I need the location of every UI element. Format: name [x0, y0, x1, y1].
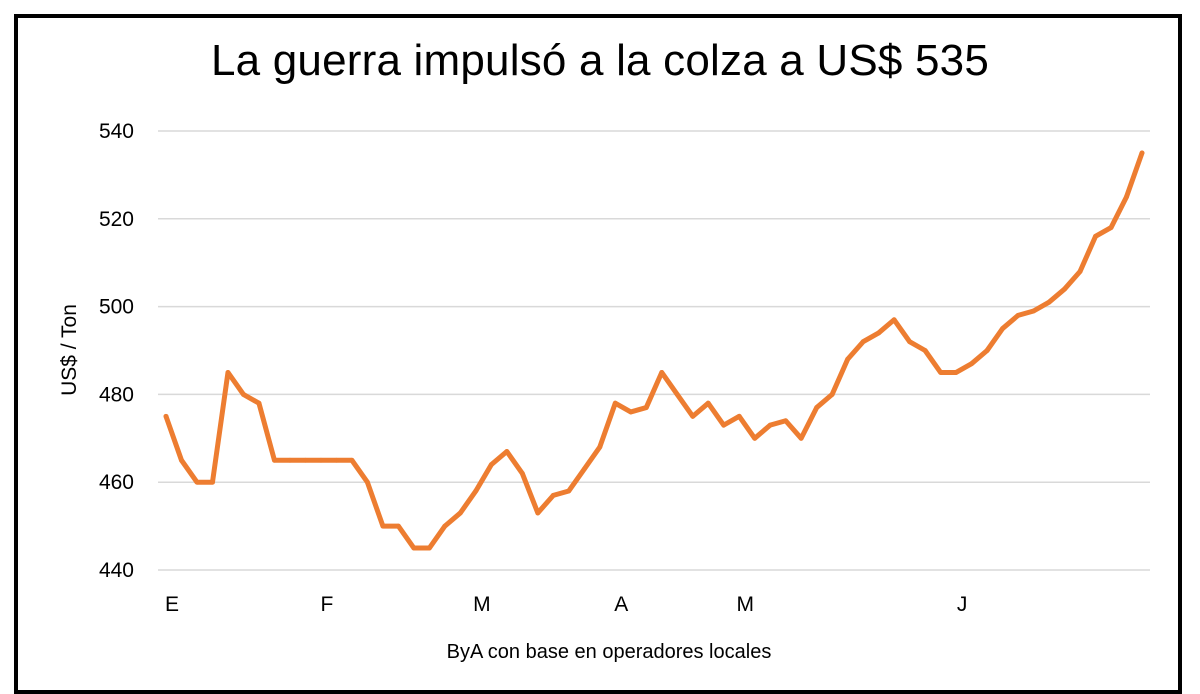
- data-point: [783, 418, 789, 424]
- data-point: [519, 471, 525, 476]
- chart-frame: [14, 14, 1182, 694]
- data-point: [1062, 286, 1067, 292]
- data-point: [473, 488, 479, 494]
- x-tick-label: J: [957, 593, 968, 616]
- data-point: [845, 356, 851, 362]
- data-point: [272, 457, 277, 463]
- data-point: [395, 523, 401, 529]
- data-point: [767, 422, 773, 428]
- chart-title: La guerra impulsó a la colza a US$ 535: [210, 36, 990, 85]
- data-point: [922, 348, 928, 353]
- data-point: [829, 392, 835, 397]
- data-point: [1000, 326, 1005, 331]
- x-tick-label: E: [165, 593, 179, 616]
- data-point: [860, 339, 866, 345]
- gridlines: [158, 130, 1150, 571]
- line-chart: 440 460 480 500 520 540 E F M A M J: [99, 120, 1150, 616]
- data-point: [426, 545, 432, 551]
- data-point: [736, 413, 742, 419]
- x-tick-label: F: [321, 593, 334, 616]
- x-tick-label: M: [736, 593, 754, 616]
- data-point: [1031, 308, 1036, 314]
- data-point: [194, 479, 200, 485]
- data-point: [287, 457, 293, 463]
- y-tick-label: 440: [99, 559, 134, 582]
- data-point: [581, 466, 587, 472]
- y-tick-label: 540: [99, 120, 134, 143]
- y-tick-labels: 440 460 480 500 520 540: [99, 120, 134, 582]
- y-tick-label: 520: [99, 208, 134, 231]
- data-point: [953, 370, 959, 375]
- data-point: [566, 488, 572, 494]
- y-tick-label: 500: [99, 296, 134, 319]
- data-point: [705, 400, 711, 406]
- data-point: [969, 361, 974, 367]
- data-point: [1046, 299, 1052, 305]
- data-point: [225, 370, 231, 375]
- data-point: [876, 330, 882, 336]
- data-point: [721, 422, 727, 428]
- data-point: [1139, 150, 1145, 156]
- data-point: [1108, 225, 1114, 230]
- x-tick-label: A: [614, 593, 628, 616]
- data-point: [1077, 269, 1083, 274]
- data-point: [798, 435, 804, 441]
- data-point: [334, 457, 339, 463]
- data-point: [241, 392, 246, 397]
- series-layer: [163, 150, 1145, 551]
- data-point: [628, 409, 634, 415]
- data-point: [535, 510, 541, 516]
- data-point: [752, 435, 758, 441]
- data-point: [210, 479, 215, 485]
- data-point: [550, 492, 556, 498]
- data-point: [1093, 233, 1098, 239]
- data-point: [938, 370, 944, 375]
- data-point: [1124, 194, 1129, 200]
- data-point: [504, 449, 510, 454]
- data-point: [659, 370, 665, 375]
- data-point: [814, 405, 820, 410]
- data-point: [597, 444, 603, 450]
- y-tick-label: 460: [99, 471, 134, 494]
- data-point: [411, 545, 417, 551]
- data-point: [256, 400, 262, 406]
- data-point: [318, 457, 324, 463]
- data-point: [364, 479, 370, 485]
- data-point: [1015, 312, 1021, 318]
- data-point: [674, 392, 680, 397]
- y-tick-label: 480: [99, 383, 134, 406]
- data-point: [163, 413, 169, 419]
- data-point: [457, 510, 463, 516]
- data-point: [488, 462, 494, 468]
- data-point: [907, 339, 913, 345]
- series-line: [163, 150, 1145, 551]
- data-point: [643, 405, 649, 410]
- data-point: [380, 523, 386, 529]
- data-point: [179, 457, 184, 463]
- data-point: [442, 523, 448, 529]
- data-point: [349, 457, 355, 463]
- data-point: [612, 400, 618, 406]
- data-point: [984, 348, 990, 353]
- data-point: [303, 457, 308, 463]
- source-note: ByA con base en operadores locales: [446, 641, 772, 663]
- x-tick-label: M: [473, 593, 491, 616]
- data-point: [690, 413, 696, 419]
- data-point: [891, 317, 897, 323]
